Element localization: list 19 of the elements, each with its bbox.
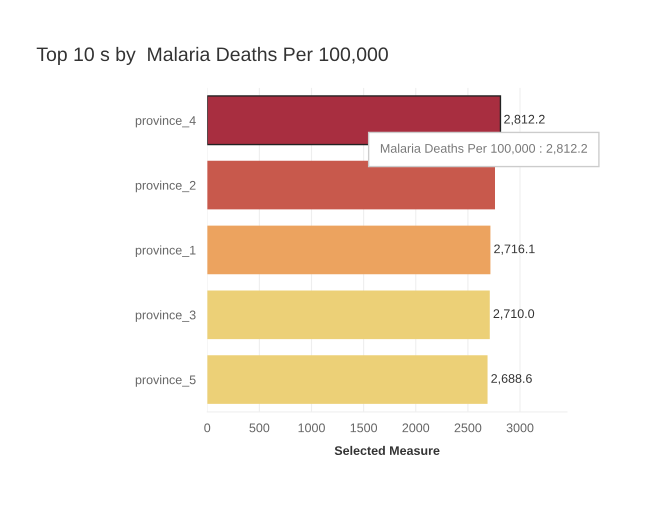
chart-title: Top 10 s by Malaria Deaths Per 100,000 [36,46,388,65]
annotation: Malaria Deaths Per 100,000 : 2,812.2 [380,144,588,154]
x-tick-label: 2500 [454,423,482,432]
data-label: 2,716.1 [494,244,535,255]
x-tick-label: 3000 [506,423,534,432]
x-tick-label: 500 [249,423,270,432]
x-tick-label: 2000 [402,423,430,432]
x-axis-title: Selected Measure [334,446,440,456]
y-tick-label: province_2 [136,180,196,192]
y-tick-label: province_3 [136,310,196,322]
data-label: 2,688.6 [491,374,532,384]
x-tick-label: 1500 [350,423,378,432]
y-tick-label: province_4 [136,116,196,128]
data-label: 2,812.2 [504,114,545,126]
y-tick-label: province_1 [136,245,196,258]
data-label: 2,710.0 [494,309,534,320]
x-tick-label: 1000 [298,423,325,432]
x-tick-label: 0 [204,423,210,432]
y-tick-label: province_5 [136,375,196,387]
